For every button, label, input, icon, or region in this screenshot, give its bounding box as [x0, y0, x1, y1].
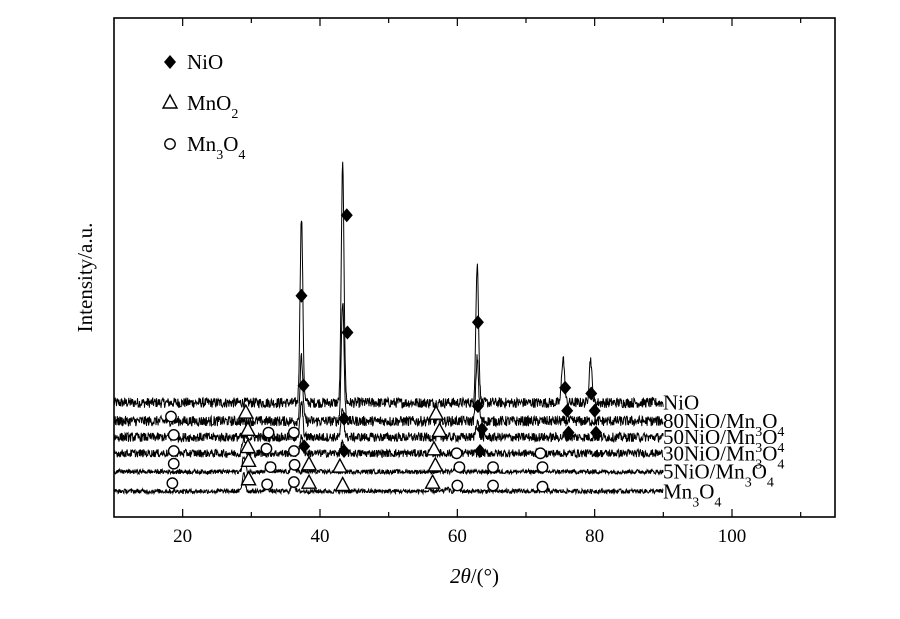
marker-circle: [167, 445, 180, 457]
legend-label: Mn3O4: [187, 132, 245, 163]
legend-triangle-icon: [161, 93, 179, 109]
marker-circle: [264, 461, 277, 473]
x-tick-label: 40: [311, 526, 330, 547]
series-layer: [113, 161, 664, 496]
marker-circle: [451, 479, 464, 492]
series-line-3: [113, 434, 664, 459]
marker-triangle: [427, 404, 445, 420]
series-label-4: 5NiO/Mn3O4: [663, 460, 774, 491]
marker-diamond: [295, 288, 308, 303]
marker-diamond: [298, 439, 311, 454]
marker-circle: [487, 479, 499, 492]
marker-diamond: [341, 325, 354, 340]
legend: NiO MnO2 Mn3O4: [161, 50, 245, 163]
series-label-1: 80NiO/Mn3O4: [663, 409, 784, 440]
marker-circle: [450, 447, 463, 460]
marker-diamond: [562, 425, 575, 440]
marker-triangle: [300, 455, 318, 471]
series-label-5: Mn3O4: [663, 479, 721, 510]
marker-diamond: [473, 444, 486, 458]
legend-circle-icon: [164, 138, 176, 150]
marker-circle: [167, 428, 180, 441]
marker-diamond: [338, 411, 351, 426]
series-line-1: [113, 303, 664, 429]
marker-circle: [165, 410, 177, 423]
marker-triangle: [425, 440, 443, 456]
marker-diamond: [340, 208, 353, 223]
marker-triangle: [240, 451, 257, 468]
marker-circle: [534, 447, 547, 460]
x-tick-label: 20: [173, 526, 192, 547]
marker-triangle: [300, 473, 318, 489]
marker-triangle: [424, 473, 441, 489]
marker-diamond: [338, 444, 351, 458]
plot-frame: [113, 17, 836, 518]
marker-diamond: [590, 425, 603, 440]
plot-border: [113, 17, 836, 518]
x-tick-label: 100: [718, 526, 747, 547]
marker-triangle: [431, 421, 448, 438]
marker-triangle: [427, 456, 444, 472]
marker-circle: [167, 457, 180, 470]
marker-diamond: [585, 386, 598, 401]
marker-circle: [288, 458, 301, 471]
series-label-3: 30NiO/Mn3O4: [663, 441, 784, 472]
marker-circle: [261, 478, 274, 491]
series-line-4: [113, 455, 664, 476]
series-line-2: [113, 400, 664, 444]
series-labels: NiO80NiO/Mn3O450NiO/Mn3O430NiO/Mn3O45NiO…: [663, 391, 784, 510]
marker-diamond: [471, 315, 484, 330]
series-label-2: 50NiO/Mn3O4: [663, 425, 784, 456]
marker-circle: [536, 461, 549, 473]
legend-diamond-icon: [164, 55, 176, 69]
series-label-0: NiO: [663, 391, 699, 415]
marker-layer: [165, 208, 603, 493]
series-line-5: [113, 472, 664, 496]
x-axis-title: 2θ/(°): [450, 564, 499, 588]
marker-triangle: [331, 457, 349, 473]
marker-circle: [288, 426, 300, 439]
marker-triangle: [239, 438, 257, 454]
marker-circle: [260, 442, 273, 455]
marker-circle: [288, 476, 300, 488]
marker-diamond: [297, 378, 310, 393]
legend-label: MnO2: [187, 91, 238, 122]
marker-circle: [262, 426, 275, 439]
marker-triangle: [240, 470, 257, 486]
legend-label: NiO: [187, 50, 223, 74]
marker-triangle: [334, 476, 351, 492]
marker-diamond: [476, 422, 489, 437]
marker-circle: [536, 480, 549, 493]
marker-diamond: [471, 399, 484, 414]
marker-triangle: [239, 420, 257, 436]
axes-text: 20 40 60 80 100 2θ/(°) Intensity/a.u.: [73, 223, 746, 588]
marker-triangle: [237, 403, 255, 419]
x-tick-label: 80: [585, 526, 604, 547]
marker-diamond: [559, 380, 572, 395]
marker-diamond: [588, 403, 601, 418]
marker-circle: [288, 445, 300, 457]
marker-circle: [487, 461, 499, 473]
series-line-0: [113, 161, 664, 410]
marker-circle: [166, 477, 179, 490]
x-tick-label: 60: [448, 526, 467, 547]
y-axis-title: Intensity/a.u.: [73, 223, 97, 333]
marker-circle: [453, 461, 466, 473]
marker-diamond: [561, 403, 574, 418]
